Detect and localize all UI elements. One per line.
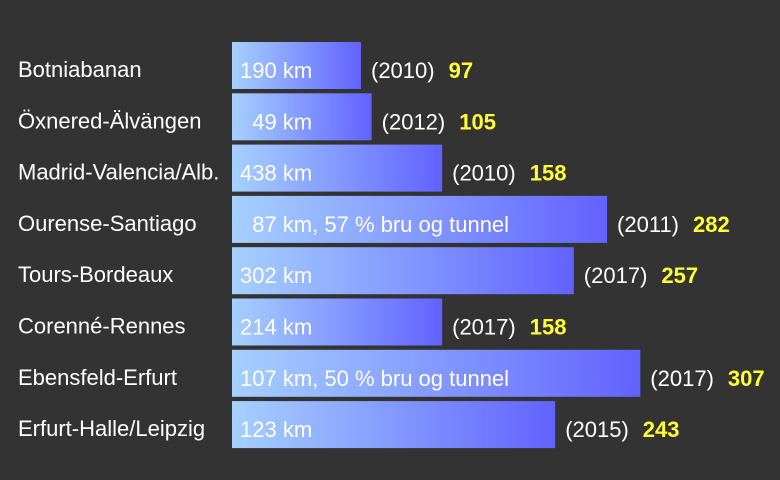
bar <box>232 247 574 295</box>
year-label: (2015) <box>565 417 629 442</box>
bar <box>232 195 608 243</box>
bar <box>232 144 443 192</box>
bar <box>232 298 443 346</box>
value-label: 97 <box>449 58 473 83</box>
year-label: (2017) <box>584 263 648 288</box>
bar <box>232 93 372 141</box>
category-label: Corenné-Rennes <box>18 314 186 339</box>
bar-inner-label: 87 km, 57 % bru og tunnel <box>240 212 509 237</box>
category-label: Madrid-Valencia/Alb. <box>18 160 219 185</box>
bar <box>232 42 362 89</box>
category-label: Tours-Bordeaux <box>18 262 173 287</box>
value-label: 257 <box>661 263 698 288</box>
year-label: (2011) <box>617 212 679 237</box>
year-label: (2017) <box>452 315 516 340</box>
value-label: 282 <box>693 212 730 237</box>
value-label: 243 <box>643 417 680 442</box>
category-label: Ourense-Santiago <box>18 211 197 236</box>
category-label: Ebensfeld-Erfurt <box>18 365 177 390</box>
bar-inner-label: 190 km <box>240 58 312 83</box>
value-label: 158 <box>530 161 567 186</box>
year-label: (2010) <box>452 161 516 186</box>
bar-inner-label: 49 km <box>240 109 312 134</box>
category-label: Erfurt-Halle/Leipzig <box>18 416 205 441</box>
bar-inner-label: 107 km, 50 % bru og tunnel <box>240 366 509 391</box>
bar <box>232 401 556 449</box>
bar-inner-label: 123 km <box>240 417 312 442</box>
bar-inner-label: 438 km <box>240 161 312 186</box>
bar <box>232 349 641 397</box>
value-label: 158 <box>530 315 567 340</box>
bar-inner-label: 214 km <box>240 315 312 340</box>
bars-layer: Botniabanan 190 km (2010) 97 Öxnered-Älvänge… <box>18 42 765 449</box>
year-label: (2017) <box>650 366 714 391</box>
value-label: 105 <box>459 109 496 134</box>
bar-inner-label: 302 km <box>240 263 312 288</box>
value-label: 307 <box>728 366 765 391</box>
year-label: (2012) <box>382 109 446 134</box>
category-label: Botniabanan <box>18 57 142 82</box>
year-label: (2010) <box>371 58 435 83</box>
category-label: Öxnered-Älvängen <box>18 108 201 133</box>
